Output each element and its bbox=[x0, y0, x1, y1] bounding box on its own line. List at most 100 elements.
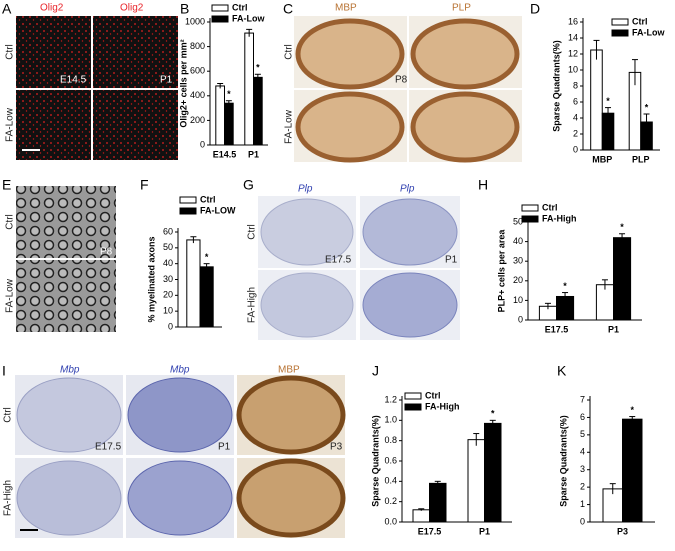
stain-label: Olig2 bbox=[40, 3, 64, 14]
bar bbox=[253, 76, 263, 146]
age-label: P8 bbox=[395, 75, 408, 86]
y-tick-label: 0 bbox=[580, 516, 585, 526]
stain-label: MBP bbox=[278, 365, 300, 376]
legend-swatch bbox=[611, 29, 629, 37]
legend-swatch bbox=[404, 403, 422, 411]
legend-swatch bbox=[211, 4, 229, 12]
bar bbox=[429, 482, 447, 523]
row-label: FA-Low bbox=[5, 107, 16, 142]
panel-letter: H bbox=[478, 177, 488, 193]
legend-swatch bbox=[211, 15, 229, 23]
y-tick-label: 12 bbox=[568, 48, 578, 58]
legend-label: Ctrl bbox=[232, 2, 248, 12]
panel-a: A Olig2 Olig2 Ctrl FA-Low E14.5 P1 bbox=[2, 1, 178, 160]
y-axis-label: Sparse Quadrants(%) bbox=[558, 415, 568, 507]
section bbox=[127, 460, 233, 536]
significance-star: * bbox=[645, 102, 649, 112]
y-tick-label: 40 bbox=[513, 236, 523, 246]
panel-letter: A bbox=[2, 1, 12, 17]
y-tick-label: 0.0 bbox=[384, 516, 397, 526]
panel-letter: B bbox=[180, 1, 189, 17]
y-tick-label: 0 bbox=[518, 314, 523, 324]
bar bbox=[186, 239, 201, 328]
panel-letter: D bbox=[530, 1, 540, 17]
y-tick-label: 0.6 bbox=[384, 455, 397, 465]
y-tick-label: 600 bbox=[190, 66, 205, 76]
panel-letter: K bbox=[557, 363, 567, 379]
panel-letter: F bbox=[140, 177, 149, 193]
y-tick-label: 40 bbox=[163, 258, 173, 268]
age-label: E17.5 bbox=[95, 442, 122, 453]
bar bbox=[412, 509, 430, 523]
panel-i: I Mbp Mbp MBP Ctrl FA-High E17.5 P1 P3 bbox=[2, 363, 346, 538]
y-tick-label: 2 bbox=[573, 128, 578, 138]
section bbox=[362, 272, 458, 338]
y-tick-label: 14 bbox=[568, 32, 578, 42]
x-tick-label: PLP bbox=[632, 154, 650, 164]
stain-label: PLP bbox=[452, 3, 471, 14]
micrograph bbox=[16, 90, 91, 160]
legend-label: FA-LOW bbox=[200, 205, 236, 215]
y-tick-label: 4 bbox=[580, 447, 585, 457]
y-tick-label: 16 bbox=[568, 16, 578, 26]
legend-label: FA-Low bbox=[232, 13, 265, 23]
row-label: Ctrl bbox=[247, 224, 258, 240]
y-axis-label: PLP+ cells per area bbox=[496, 229, 506, 313]
row-label: Ctrl bbox=[3, 407, 14, 423]
section bbox=[260, 198, 354, 266]
age-label: P1 bbox=[445, 255, 458, 266]
panel-letter: C bbox=[283, 1, 293, 17]
y-tick-label: 5 bbox=[580, 429, 585, 439]
y-axis-label: Sparse Quadrants(%) bbox=[370, 415, 380, 507]
y-tick-label: 10 bbox=[513, 295, 523, 305]
significance-star: * bbox=[227, 89, 231, 99]
section bbox=[236, 375, 346, 455]
legend-swatch bbox=[611, 18, 629, 26]
section bbox=[295, 18, 405, 90]
y-tick-label: 8 bbox=[573, 80, 578, 90]
stain-label: Plp bbox=[400, 184, 415, 195]
panel-letter: E bbox=[2, 177, 11, 193]
panel-g: G Plp Plp Ctrl FA-High E17.5 P1 bbox=[243, 177, 460, 340]
bar bbox=[595, 284, 615, 321]
row-label: Ctrl bbox=[284, 44, 295, 60]
y-tick-label: 10 bbox=[163, 306, 173, 316]
bar bbox=[622, 418, 643, 523]
y-tick-label: 0 bbox=[573, 144, 578, 154]
significance-star: * bbox=[606, 96, 610, 106]
significance-star: * bbox=[563, 281, 567, 291]
age-label: E14.5 bbox=[60, 75, 87, 86]
section bbox=[295, 91, 405, 163]
y-tick-label: 20 bbox=[163, 290, 173, 300]
panel-letter: J bbox=[372, 363, 379, 379]
y-tick-label: 3 bbox=[580, 464, 585, 474]
section bbox=[16, 460, 122, 536]
stain-label: Mbp bbox=[60, 365, 80, 376]
section bbox=[260, 272, 354, 338]
y-tick-label: 6 bbox=[580, 412, 585, 422]
legend-label: FA-High bbox=[425, 401, 460, 411]
x-tick-label: P1 bbox=[479, 526, 490, 536]
x-tick-label: P3 bbox=[617, 526, 628, 536]
x-tick-label: E17.5 bbox=[545, 324, 569, 334]
stain-label: Plp bbox=[298, 184, 313, 195]
y-tick-label: 7 bbox=[580, 394, 585, 404]
stain-label: Mbp bbox=[170, 365, 190, 376]
y-tick-label: 200 bbox=[190, 115, 205, 125]
y-tick-label: 2 bbox=[580, 482, 585, 492]
section bbox=[410, 18, 520, 90]
legend-label: Ctrl bbox=[200, 194, 216, 204]
row-label: FA-High bbox=[247, 287, 258, 323]
bar bbox=[590, 49, 603, 151]
panel-c: C MBP PLP Ctrl FA-Low P8 bbox=[283, 1, 522, 163]
y-tick-label: 0 bbox=[168, 321, 173, 331]
age-label: P3 bbox=[330, 442, 343, 453]
x-tick-label: P1 bbox=[248, 149, 259, 159]
x-tick-label: MBP bbox=[592, 154, 612, 164]
y-tick-label: 20 bbox=[513, 275, 523, 285]
age-label: P8 bbox=[100, 247, 113, 258]
y-tick-label: 800 bbox=[190, 41, 205, 51]
y-tick-label: 50 bbox=[163, 242, 173, 252]
y-tick-label: 1.2 bbox=[384, 394, 397, 404]
